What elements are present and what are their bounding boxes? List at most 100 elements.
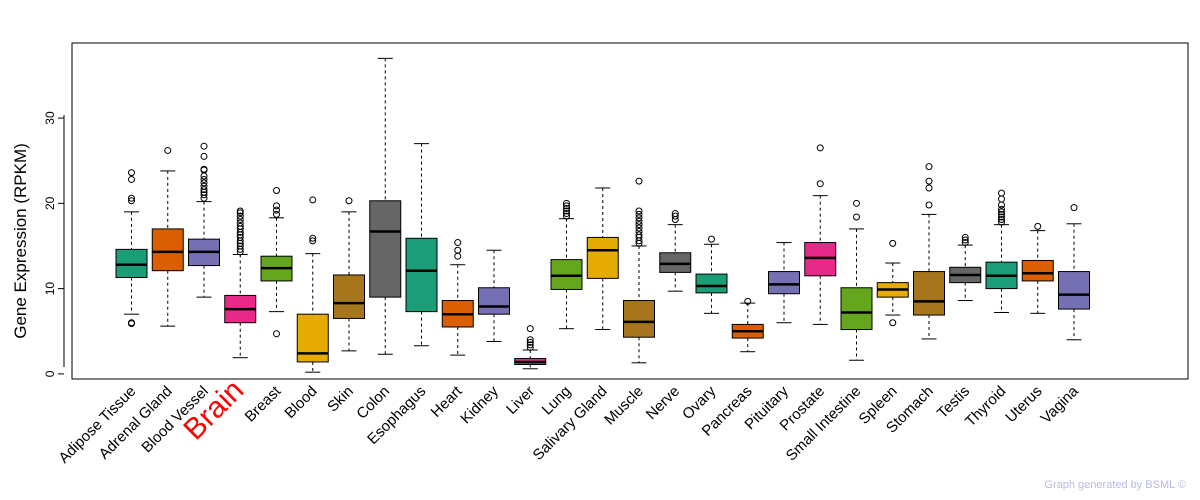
outlier-point — [998, 210, 1005, 218]
iqr-box — [1021, 259, 1054, 282]
y-axis: 0 10 20 30 — [43, 111, 64, 377]
outlier-point — [236, 242, 244, 250]
outlier-point — [273, 206, 280, 214]
box-stomach — [913, 163, 945, 340]
x-tick-label: Skin — [324, 383, 357, 416]
box-adipose-tissue — [115, 169, 148, 328]
iqr-box — [115, 248, 148, 279]
outlier-point — [273, 210, 280, 218]
box-heart — [441, 239, 474, 356]
box-esophagus — [405, 143, 438, 347]
box-brain — [224, 207, 257, 359]
outlier-point — [1034, 222, 1042, 230]
outlier-point — [236, 233, 244, 241]
iqr-box — [623, 300, 655, 338]
outlier-point — [526, 338, 534, 346]
box-testis — [949, 233, 982, 302]
y-tick-label: 20 — [43, 196, 57, 210]
outlier-point — [345, 197, 353, 205]
outlier-point — [961, 236, 969, 244]
x-tick-label: Vagina — [1038, 382, 1083, 427]
outlier-point — [998, 195, 1005, 203]
box-adrenal-gland — [151, 146, 184, 327]
outlier-point — [454, 246, 462, 254]
y-tick-label: 10 — [43, 282, 57, 296]
outlier-point — [273, 202, 280, 210]
box-ovary — [695, 235, 728, 314]
outlier-point — [998, 218, 1005, 226]
boxes-layer — [115, 57, 1090, 373]
outlier-point — [635, 221, 643, 229]
credit-text: Graph generated by BSML © — [1044, 479, 1186, 491]
outlier-point — [816, 180, 824, 188]
x-tick-label: Kidney — [457, 382, 502, 427]
x-tick-label: Nerve — [643, 383, 683, 423]
outlier-point — [200, 179, 208, 187]
outlier-point — [128, 169, 135, 177]
box-kidney — [478, 249, 510, 342]
outlier-point — [635, 207, 643, 215]
outlier-point — [925, 163, 933, 171]
box-muscle — [623, 177, 655, 364]
outlier-point — [236, 212, 244, 220]
outlier-point — [671, 212, 679, 220]
outlier-point — [961, 233, 969, 241]
outlier-point — [526, 343, 534, 351]
iqr-box — [804, 242, 837, 277]
outlier-point — [961, 239, 969, 247]
outlier-point — [236, 219, 244, 227]
outlier-point — [998, 213, 1005, 221]
outlier-point — [816, 144, 824, 152]
outlier-point — [998, 205, 1005, 213]
iqr-box — [478, 287, 510, 315]
iqr-box — [550, 259, 583, 290]
x-tick-label: Liver — [503, 383, 538, 418]
outlier-point — [925, 201, 933, 209]
y-axis-title: Gene Expression (RPKM) — [11, 143, 30, 339]
box-skin — [333, 197, 365, 352]
outlier-point — [236, 207, 244, 215]
outlier-point — [526, 325, 534, 333]
iqr-box — [296, 313, 329, 363]
box-salivary-gland — [586, 187, 619, 331]
iqr-box — [695, 273, 728, 294]
outlier-point — [526, 341, 534, 349]
box-vagina — [1058, 204, 1090, 341]
outlier-point — [925, 177, 933, 185]
box-prostate — [804, 144, 837, 325]
outlier-point — [128, 319, 135, 327]
x-tick-label: Blood — [281, 383, 320, 422]
iqr-box — [151, 228, 184, 272]
box-breast — [260, 187, 293, 338]
iqr-box — [913, 271, 945, 316]
iqr-box — [586, 236, 619, 279]
box-uterus — [1021, 222, 1054, 314]
outlier-point — [635, 210, 643, 218]
box-small-intestine — [840, 199, 873, 361]
outlier-point — [635, 227, 643, 235]
outlier-point — [998, 201, 1005, 209]
outlier-point — [744, 297, 752, 305]
outlier-point — [563, 202, 570, 210]
outlier-point — [853, 213, 860, 221]
iqr-box — [369, 200, 402, 298]
x-tick-label: Muscle — [601, 383, 647, 429]
y-tick-label: 0 — [43, 370, 57, 377]
outlier-point — [454, 239, 462, 247]
outlier-point — [128, 197, 135, 205]
plot-frame — [71, 42, 1189, 380]
outlier-point — [563, 212, 570, 220]
box-colon — [369, 57, 402, 355]
outlier-point — [853, 199, 860, 207]
outlier-point — [526, 336, 534, 344]
outlier-point — [128, 194, 135, 202]
iqr-box — [405, 237, 438, 313]
outlier-point — [309, 196, 317, 204]
box-nerve — [659, 210, 692, 292]
outlier-point — [563, 204, 570, 212]
outlier-point — [236, 216, 244, 224]
outlier-point — [563, 207, 570, 215]
outlier-point — [925, 184, 933, 192]
iqr-box — [659, 252, 692, 273]
box-pituitary — [768, 242, 800, 324]
